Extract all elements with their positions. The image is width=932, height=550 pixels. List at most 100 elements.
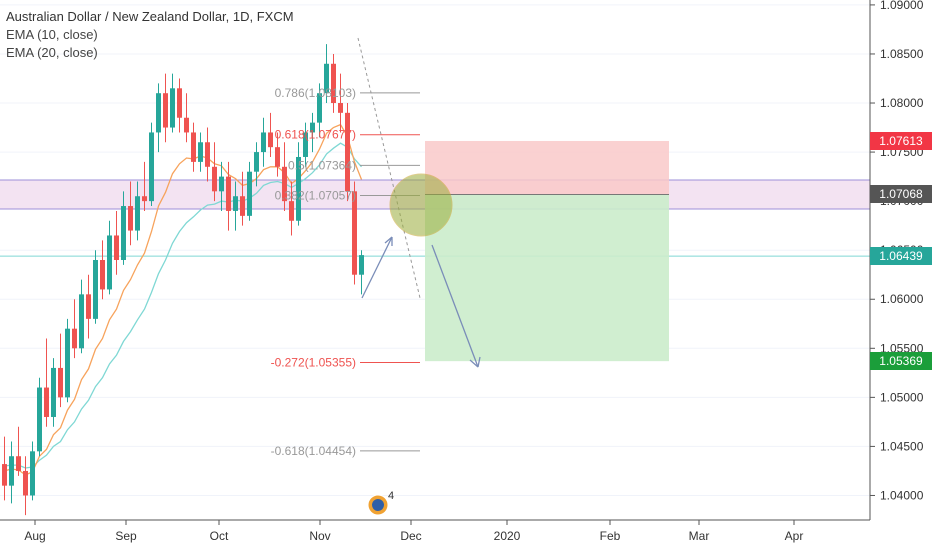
x-tick-label: Mar (689, 529, 710, 543)
price-tag: 1.06439 (870, 247, 932, 266)
candle-body (79, 294, 84, 349)
candle-body (58, 367, 63, 398)
ema20-legend: EMA (20, close) (6, 45, 98, 60)
ema10-line (4, 123, 363, 476)
y-tick-label: 1.04500 (880, 439, 924, 453)
fib-level-label: 0.786(1.08103) (275, 86, 356, 100)
candle-body (135, 196, 140, 231)
candle-body (233, 196, 238, 211)
candle-body (177, 88, 182, 118)
y-tick-label: 1.08000 (880, 96, 924, 110)
price-tag: 1.07068 (870, 185, 932, 204)
candle-body (205, 142, 210, 167)
candle-body (226, 176, 231, 211)
fib-level-label: 0.5(1.07364) (288, 158, 356, 172)
candle-body (219, 176, 224, 192)
candle-body (240, 196, 245, 216)
ema10-legend: EMA (10, close) (6, 27, 98, 42)
candle-body (331, 63, 336, 104)
candle-body (72, 328, 77, 349)
candle-body (345, 112, 350, 192)
entry-circle (389, 173, 453, 237)
fib-level-label: 0.618(1.07677) (275, 128, 356, 142)
x-tick-label: Feb (600, 529, 621, 543)
price-tag: 1.05369 (870, 352, 932, 371)
candle-body (261, 132, 266, 153)
y-tick-label: 1.05000 (880, 390, 924, 404)
candle-body (191, 132, 196, 162)
fib-level-label: -0.618(1.04454) (271, 444, 356, 458)
fib-level-label: 0.382(1.07057) (275, 189, 356, 203)
fibonacci-extension[interactable]: 0.786(1.08103) 0.618(1.07677) 0.5(1.07364)… (271, 86, 420, 458)
fib-level-label: -0.272(1.05355) (271, 356, 356, 370)
candle-body (65, 328, 70, 398)
candle-body (310, 122, 315, 133)
candle-body (184, 117, 189, 133)
x-tick-label: Aug (24, 529, 45, 543)
x-tick-label: Oct (210, 529, 229, 543)
up-arrow-line (361, 236, 393, 299)
candle-body (16, 456, 21, 471)
candle-body (303, 132, 308, 157)
down-arrow-line (431, 244, 479, 368)
candle-body (268, 132, 273, 148)
candle-body (359, 255, 364, 275)
up-arrow-head (384, 236, 393, 246)
event-badge-count: 4 (388, 490, 394, 502)
candle-body (142, 196, 147, 202)
x-tick-label: Dec (400, 529, 421, 543)
candle-body (289, 201, 294, 221)
ema20-line (4, 142, 362, 469)
candle-body (44, 387, 49, 417)
candle-body (114, 235, 119, 260)
y-tick-label: 1.09000 (880, 0, 924, 12)
candle-body (107, 235, 112, 290)
candle-body (100, 260, 105, 290)
x-tick-label: Apr (785, 529, 804, 543)
down-arrow-head (469, 356, 481, 368)
stop-loss-area (425, 140, 669, 195)
candle-body (51, 367, 56, 417)
chart-legend: Australian Dollar / New Zealand Dollar, … (6, 8, 294, 62)
candle-body (247, 171, 252, 216)
flag-icon (372, 499, 384, 511)
candle-body (156, 93, 161, 133)
symbol-title: Australian Dollar / New Zealand Dollar, … (6, 9, 294, 24)
take-profit-area (425, 194, 669, 362)
drawings[interactable]: 4 (357, 37, 481, 516)
candle-body (121, 206, 126, 260)
time-axis[interactable]: Aug Sep Oct Nov Dec 2020 Feb Mar Apr (0, 519, 870, 543)
candle-body (9, 456, 14, 486)
trend-line (357, 37, 421, 299)
candle-body (275, 147, 280, 167)
candle-body (296, 156, 301, 221)
candle-body (86, 294, 91, 319)
y-tick-label: 1.06000 (880, 292, 924, 306)
y-tick-label: 1.08500 (880, 47, 924, 61)
ema-lines (4, 123, 363, 476)
candle-body (93, 260, 98, 319)
candle-body (338, 103, 343, 113)
candle-body (198, 142, 203, 162)
candle-body (352, 191, 357, 275)
x-tick-label: 2020 (494, 529, 521, 543)
y-tick-label: 1.05500 (880, 341, 924, 355)
price-tag: 1.07613 (870, 131, 932, 150)
candle-body (254, 152, 259, 172)
candle-body (170, 88, 175, 128)
candle-body (324, 63, 329, 94)
candlesticks (2, 44, 364, 516)
candle-body (128, 206, 133, 231)
y-tick-label: 1.04000 (880, 488, 924, 502)
candle-body (23, 470, 28, 496)
candle-body (149, 132, 154, 202)
x-tick-label: Sep (115, 529, 137, 543)
candle-body (212, 166, 217, 192)
candle-body (37, 387, 42, 452)
candle-body (282, 166, 287, 202)
short-position-tool[interactable] (425, 140, 669, 362)
x-tick-label: Nov (309, 529, 330, 543)
candle-body (317, 93, 322, 123)
candle-body (30, 451, 35, 496)
